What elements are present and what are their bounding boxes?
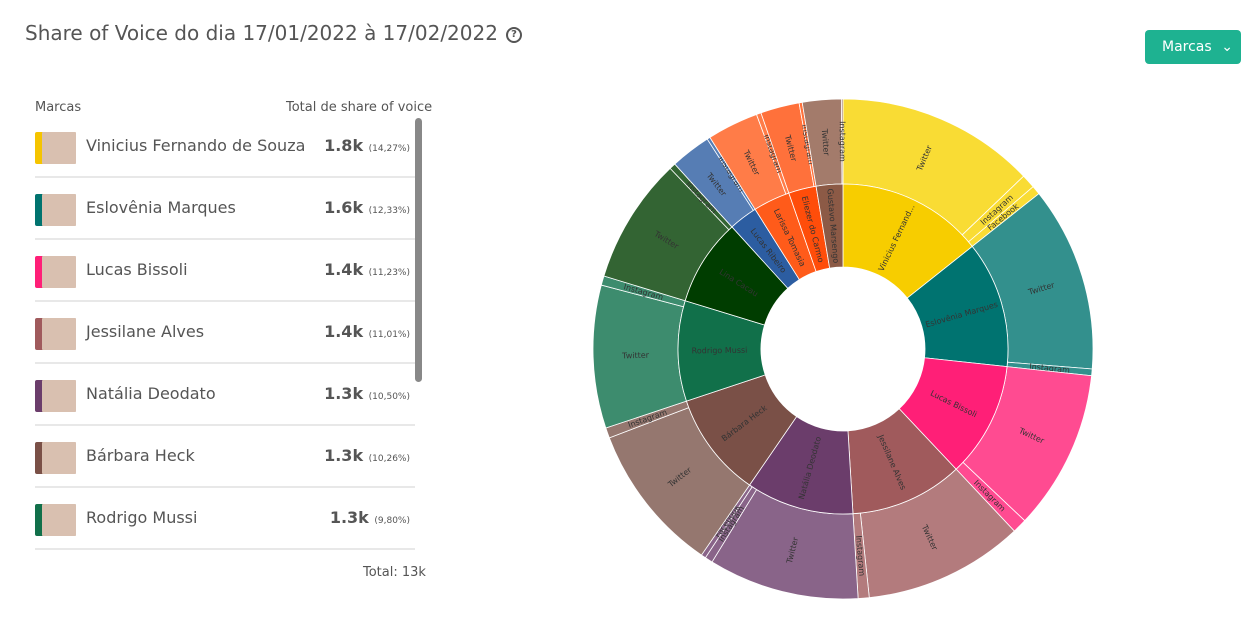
avatar	[35, 132, 76, 164]
brand-value: 1.6k (12,33%)	[324, 198, 410, 217]
brand-value: 1.8k (14,27%)	[324, 136, 410, 155]
chevron: ⌄	[1221, 39, 1233, 55]
avatar-photo	[42, 380, 76, 412]
value: 1.3k	[329, 508, 369, 527]
brand-name: Natália Deodato	[86, 384, 216, 403]
brand-value: 1.4k (11,01%)	[324, 322, 410, 341]
segment-label: Instagram	[838, 121, 847, 162]
share: (10,50%)	[368, 392, 410, 402]
value: 1.4k	[324, 322, 364, 341]
avatar	[35, 380, 76, 412]
value: 1.8k	[324, 136, 364, 155]
brand-name: Jessilane Alves	[86, 322, 205, 341]
title-text: Share of Voice do dia 17/01/2022 à 17/02…	[25, 21, 498, 45]
brand-name: Eslovênia Marques	[86, 198, 236, 217]
value: 1.6k	[324, 198, 364, 217]
value: 1.4k	[324, 260, 364, 279]
value: 1.3k	[324, 446, 364, 465]
page-title: Share of Voice do dia 17/01/2022 à 17/02…	[25, 21, 522, 45]
total: Total: 13k	[363, 565, 426, 580]
brand-name: Vinicius Fernando de Souza	[86, 136, 306, 155]
avatar	[35, 318, 76, 350]
segment-label: Instagram	[854, 535, 866, 577]
avatar-photo	[42, 504, 76, 536]
avatar-photo	[42, 442, 76, 474]
avatar	[35, 504, 76, 536]
brand-row: Lucas Bissoli 1.4k (11,23%)	[35, 241, 415, 302]
brand-value: 1.3k (10,50%)	[324, 384, 410, 403]
avatar-photo	[42, 318, 76, 350]
brand-row: Vinicius Fernando de Souza 1.8k (14,27%)	[35, 117, 415, 178]
share: (14,27%)	[368, 144, 410, 154]
avatar-photo	[42, 132, 76, 164]
brand-row: Jessilane Alves 1.4k (11,01%)	[35, 303, 415, 364]
brand-row: Eslovênia Marques 1.6k (12,33%)	[35, 179, 415, 240]
brand-row: Natália Deodato 1.3k (10,50%)	[35, 365, 415, 426]
brand-row: Bárbara Heck 1.3k (10,26%)	[35, 427, 415, 488]
brand-label: Rodrigo Mussi	[692, 346, 748, 356]
brand-value: 1.3k (9,80%)	[330, 508, 410, 527]
help-icon[interactable]: ?	[505, 26, 522, 43]
column-header: Marcas	[35, 100, 82, 115]
scrollbar[interactable]	[415, 118, 422, 382]
segment-label: Twitter	[820, 128, 831, 157]
brand-row: Rodrigo Mussi 1.3k (9,80%)	[35, 489, 415, 550]
share: (9,80%)	[374, 516, 410, 526]
share: (11,01%)	[368, 330, 410, 340]
brand-name: Bárbara Heck	[86, 446, 195, 465]
avatar	[35, 194, 76, 226]
share: (11,23%)	[368, 268, 410, 278]
brand-name: Lucas Bissoli	[86, 260, 188, 279]
share: (12,33%)	[368, 206, 410, 216]
value: 1.3k	[324, 384, 364, 403]
share: (10,26%)	[368, 454, 410, 464]
brand-name: Rodrigo Mussi	[86, 508, 198, 527]
avatar-photo	[42, 194, 76, 226]
avatar	[35, 256, 76, 288]
segment-label: Twitter	[621, 351, 650, 361]
brand-value: 1.3k (10,26%)	[324, 446, 410, 465]
button-label: Marcas	[1162, 39, 1212, 55]
brand-value: 1.4k (11,23%)	[324, 260, 410, 279]
column-header: Total de share of voice	[286, 100, 433, 115]
inner-segment	[815, 183, 844, 269]
avatar-photo	[42, 256, 76, 288]
avatar	[35, 442, 76, 474]
brands-button[interactable]: Marcas ⌄	[1145, 30, 1241, 64]
